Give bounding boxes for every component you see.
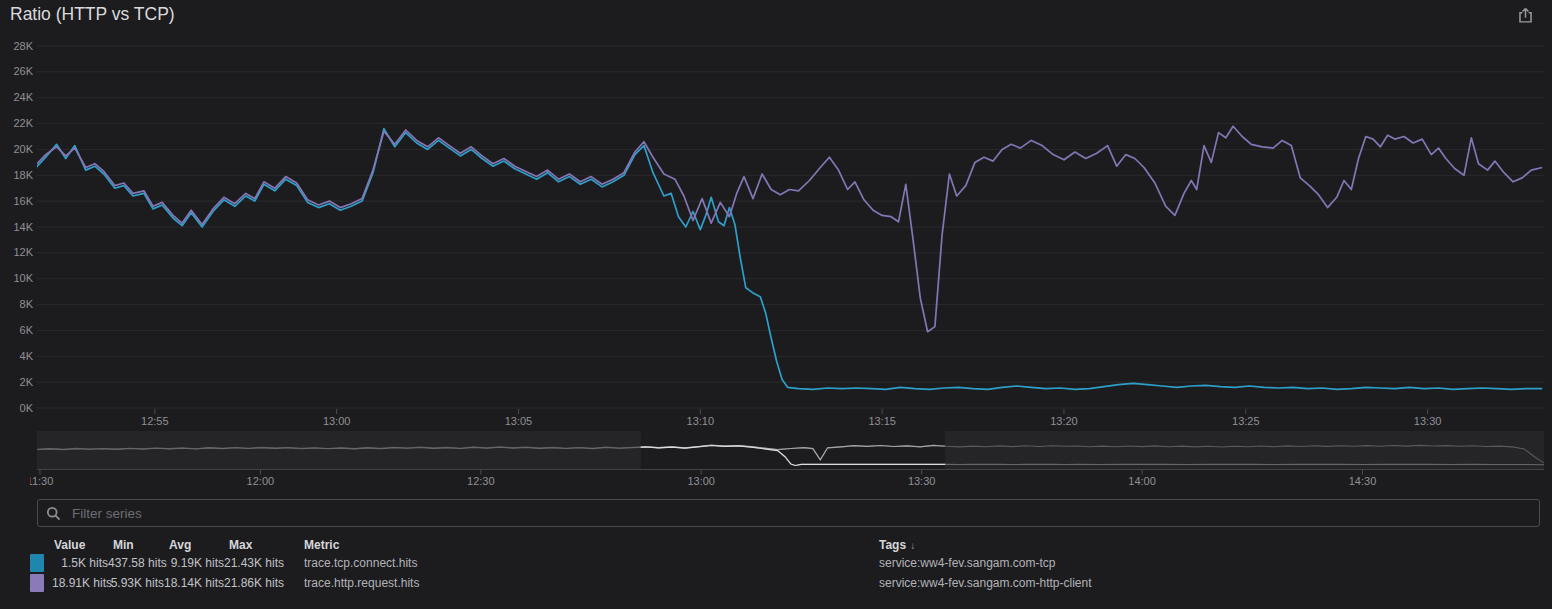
legend-header-value[interactable]: Value: [52, 538, 108, 552]
overview-tick-label: 13:00: [687, 475, 715, 487]
overview-tick-label: 11:30: [27, 475, 54, 487]
x-axis-tick-label: 13:00: [323, 415, 351, 427]
y-axis-tick-label: 16K: [13, 195, 33, 207]
x-axis-tick-label: 13:10: [687, 415, 715, 427]
legend-header-metric[interactable]: Metric: [304, 538, 879, 552]
x-axis-tick-label: 13:05: [505, 415, 533, 427]
y-axis-tick-label: 24K: [13, 91, 33, 103]
y-axis-tick-label: 2K: [20, 376, 34, 388]
legend-tags: service:ww4-fev.sangam.com-http-client: [879, 576, 1544, 590]
y-axis-tick-label: 12K: [13, 246, 33, 258]
search-icon: [46, 506, 61, 521]
main-plot[interactable]: [35, 126, 1542, 389]
legend-row[interactable]: 18.91K hits 5.93K hits 18.14K hits 21.86…: [30, 573, 1544, 593]
y-axis-tick-label: 6K: [20, 324, 34, 336]
series-color-swatch: [30, 554, 44, 572]
legend-value: 1.5K hits: [52, 556, 108, 570]
x-axis-tick-label: 13:20: [1050, 415, 1078, 427]
timeseries-chart-area[interactable]: 0K 2K 4K 6K 8K 10K 12K 14K 16K 18K 20K 22K 24K 26K 28K…: [0, 0, 1552, 494]
legend-header-min[interactable]: Min: [108, 538, 164, 552]
legend-max: 21.86K hits: [224, 576, 284, 590]
legend-header-avg[interactable]: Avg: [164, 538, 224, 552]
legend-row[interactable]: 1.5K hits 437.58 hits 9.19K hits 21.43K …: [30, 553, 1544, 573]
y-axis-tick-label: 8K: [20, 298, 34, 310]
overview-tick-label: 13:30: [908, 475, 936, 487]
series-filter: [37, 499, 1540, 527]
legend-avg: 18.14K hits: [164, 576, 224, 590]
legend-value: 18.91K hits: [52, 576, 108, 590]
legend-header-tags[interactable]: Tags↓: [879, 538, 1544, 552]
legend-header-max[interactable]: Max: [224, 538, 284, 552]
y-axis-tick-label: 20K: [13, 143, 33, 155]
x-axis-tick-label: 13:25: [1232, 415, 1260, 427]
overview-tick-label: 14:00: [1128, 475, 1156, 487]
x-axis-tick-label: 12:55: [141, 415, 169, 427]
y-axis-tick-label: 26K: [13, 65, 33, 77]
y-axis-tick-label: 10K: [13, 272, 33, 284]
y-axis-tick-label: 0K: [20, 402, 34, 414]
overview-unselected-right: [945, 431, 1544, 469]
tcp-series-line[interactable]: [35, 129, 1542, 390]
overview-tick-label: 12:30: [467, 475, 495, 487]
y-axis-tick-label: 28K: [13, 40, 33, 52]
legend-max: 21.43K hits: [224, 556, 284, 570]
series-color-swatch: [30, 574, 44, 592]
filter-series-input[interactable]: [70, 505, 1531, 522]
overview-tick-label: 14:30: [1349, 475, 1377, 487]
y-axis-tick-label: 14K: [13, 221, 33, 233]
overview-tick-label: 12:00: [247, 475, 275, 487]
legend-metric: trace.tcp.connect.hits: [304, 556, 879, 570]
y-axis-tick-label: 22K: [13, 117, 33, 129]
x-axis-tick-label: 13:30: [1414, 415, 1442, 427]
overview-plot[interactable]: 11:30 12:00 12:30 13:00 13:30 14:00 14:30: [27, 431, 1544, 487]
sort-descending-icon: ↓: [910, 540, 915, 551]
legend-table: Value Min Avg Max Metric Tags↓ 1.5K hits…: [30, 536, 1544, 593]
legend-header-row: Value Min Avg Max Metric Tags↓: [30, 536, 1544, 553]
overview-unselected-left: [37, 431, 641, 469]
x-axis-tick-label: 13:15: [868, 415, 896, 427]
legend-tags: service:ww4-fev.sangam.com-tcp: [879, 556, 1544, 570]
legend-avg: 9.19K hits: [164, 556, 224, 570]
legend-min: 5.93K hits: [108, 576, 164, 590]
y-axis-tick-label: 4K: [20, 350, 34, 362]
legend-metric: trace.http.request.hits: [304, 576, 879, 590]
http-series-line[interactable]: [35, 126, 1542, 332]
y-axis-tick-label: 18K: [13, 169, 33, 181]
legend-min: 437.58 hits: [108, 556, 164, 570]
